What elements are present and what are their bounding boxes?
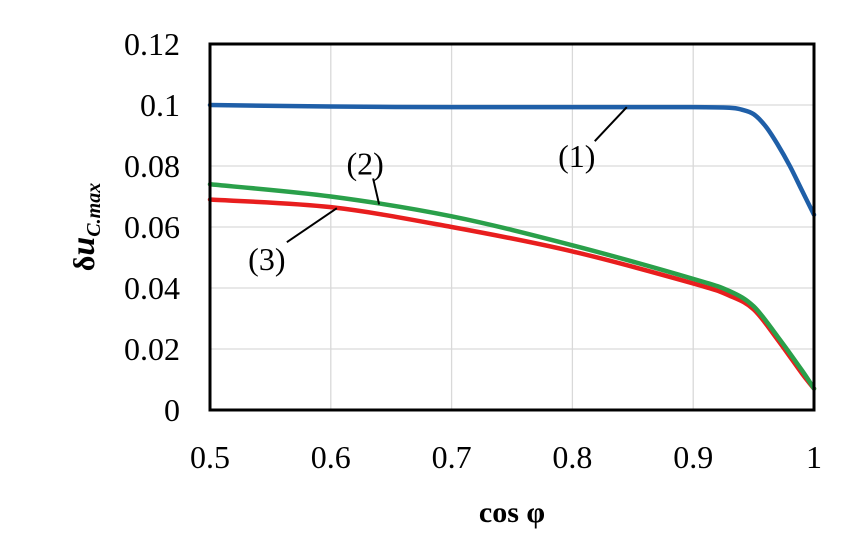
series-annotations: (1) (2) (3) (248, 106, 628, 277)
y-tick-label: 0.1 (140, 87, 180, 123)
annotation-leader-2 (372, 178, 381, 205)
series-layer (207, 102, 817, 391)
annotation-label-1: (1) (558, 138, 595, 174)
plot-area-frame (208, 42, 816, 412)
series-line-1 (207, 102, 817, 218)
annotation-label-3: (3) (248, 241, 285, 277)
y-tick-label: 0.02 (124, 331, 180, 367)
y-tick-label: 0.04 (124, 270, 180, 306)
y-axis-label-sub: C.max (83, 183, 105, 237)
annotation-label-2: (2) (346, 145, 383, 181)
x-axis-label: cos φ (479, 496, 545, 529)
y-tick-label: 0.12 (124, 26, 180, 62)
y-tick-label: 0 (164, 392, 180, 428)
gridlines (209, 43, 815, 411)
x-tick-label: 0.9 (673, 439, 713, 475)
y-axis-label-var: u (65, 237, 102, 256)
annotation-leader-1 (594, 106, 628, 142)
x-tick-label: 1 (806, 439, 822, 475)
x-tick-label: 0.7 (432, 439, 472, 475)
annotation-leader-3 (286, 207, 338, 243)
x-tick-label: 0.8 (552, 439, 592, 475)
x-tick-label: 0.5 (190, 439, 230, 475)
y-axis-ticks: 0 0.02 0.04 0.06 0.08 0.1 0.12 (124, 26, 180, 428)
series-line-2 (207, 182, 817, 391)
y-tick-label: 0.08 (124, 148, 180, 184)
x-tick-label: 0.6 (311, 439, 351, 475)
y-tick-label: 0.06 (124, 209, 180, 245)
y-axis-label: δuC.max (65, 183, 105, 271)
x-axis-ticks: 0.5 0.6 0.7 0.8 0.9 1 (190, 439, 822, 475)
y-axis-label-base: δ (68, 256, 101, 272)
